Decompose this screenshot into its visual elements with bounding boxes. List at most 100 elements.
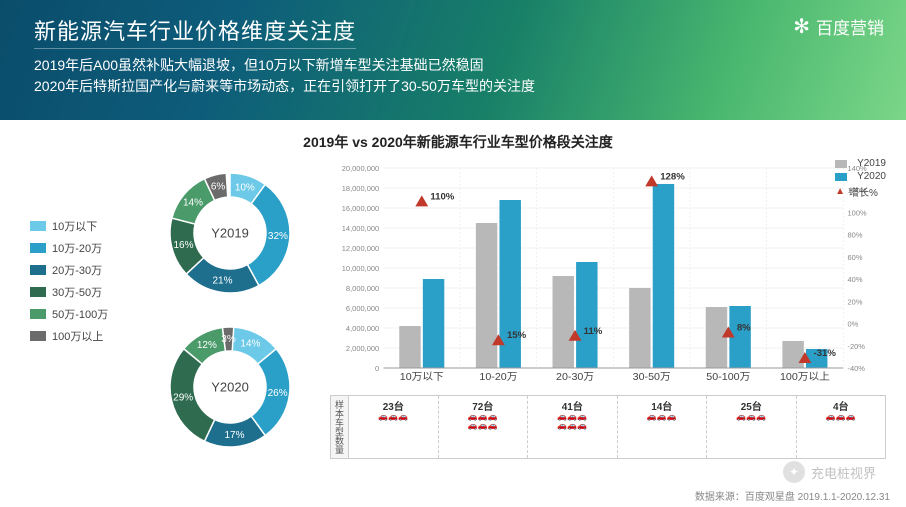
legend-item: 20万-30万 — [30, 262, 130, 278]
sample-cell: 23台🚗🚗🚗 — [349, 396, 439, 458]
price-legend: 10万以下 10万-20万 20万-30万 30万-50万 50万-100万 100万以上 — [30, 158, 130, 468]
sample-cell: 4台🚗🚗🚗 — [797, 396, 886, 458]
svg-text:16%: 16% — [174, 240, 194, 251]
legend-label: 20万-30万 — [52, 262, 102, 278]
svg-text:4,000,000: 4,000,000 — [346, 324, 379, 333]
content: 2019年 vs 2020年新能源车行业车型价格段关注度 10万以下 10万-20… — [0, 120, 906, 468]
sample-count: 14台 — [618, 398, 707, 413]
legend-label: 10万以下 — [52, 218, 97, 234]
main-row: 10万以下 10万-20万 20万-30万 30万-50万 50万-100万 100万以上… — [30, 158, 886, 468]
header-sub2: 2020年后特斯拉国产化与蔚来等市场动态，正在引领打开了30-50万车型的关注度 — [34, 76, 882, 97]
svg-text:3%: 3% — [221, 334, 236, 345]
svg-text:6%: 6% — [211, 182, 226, 193]
svg-text:26%: 26% — [268, 388, 288, 399]
sample-count: 41台 — [528, 398, 617, 413]
svg-text:-20%: -20% — [848, 342, 866, 351]
svg-text:32%: 32% — [268, 231, 288, 242]
baidu-logo-icon: ✻ — [793, 14, 810, 39]
svg-text:11%: 11% — [584, 326, 603, 336]
legend-label: 100万以上 — [52, 328, 103, 344]
donut-chart: 10% 32% 21% 16% 14% 6% Y2019 — [155, 158, 305, 308]
svg-text:50-100万: 50-100万 — [706, 372, 750, 383]
svg-text:30-50万: 30-50万 — [633, 372, 671, 383]
legend-color-box — [30, 287, 46, 297]
svg-text:29%: 29% — [173, 392, 193, 403]
sample-count: 4台 — [797, 398, 886, 413]
legend-y2020: Y2020 — [857, 171, 886, 182]
legend-growth-icon: ▲ — [835, 186, 845, 197]
chart-title: 2019年 vs 2020年新能源车行业车型价格段关注度 — [30, 132, 886, 152]
svg-text:2,000,000: 2,000,000 — [346, 344, 379, 353]
svg-text:14%: 14% — [183, 197, 203, 208]
donut-chart: 14%26%17%29%12%3%Y2020 — [155, 312, 305, 462]
svg-text:15%: 15% — [507, 330, 527, 340]
car-icon-group: 🚗🚗🚗 — [797, 413, 886, 422]
sample-count: 72台 — [439, 398, 528, 413]
car-icon-group: 🚗🚗🚗 — [618, 413, 707, 422]
sample-cell: 14台🚗🚗🚗 — [618, 396, 708, 458]
header: 新能源汽车行业价格维度关注度 2019年后A00虽然补贴大幅退坡，但10万以下新… — [0, 0, 906, 120]
legend-color-box — [30, 243, 46, 253]
svg-text:0%: 0% — [848, 320, 859, 329]
legend-label: 10万-20万 — [52, 240, 102, 256]
svg-text:16,000,000: 16,000,000 — [342, 204, 379, 213]
legend-color-box — [30, 309, 46, 319]
legend-color-box — [30, 331, 46, 341]
legend-item: 10万以下 — [30, 218, 130, 234]
car-icon-group: 🚗🚗🚗🚗🚗🚗 — [439, 413, 528, 431]
donut-center-label: Y2020 — [211, 380, 249, 395]
svg-text:40%: 40% — [848, 275, 864, 284]
legend-color-box — [30, 221, 46, 231]
car-icon-group: 🚗🚗🚗 — [707, 413, 796, 422]
donut-column: 10%32%21%16%14%6%Y201914%26%17%29%12%3%Y… — [140, 158, 320, 468]
wechat-icon: ✦ — [783, 461, 805, 483]
svg-text:18,000,000: 18,000,000 — [342, 184, 379, 193]
legend-label: 50万-100万 — [52, 306, 108, 322]
legend-color-box — [30, 265, 46, 275]
sample-count: 23台 — [349, 398, 438, 413]
svg-text:100%: 100% — [848, 209, 868, 218]
svg-text:20,000,000: 20,000,000 — [342, 164, 379, 173]
sample-cell: 41台🚗🚗🚗🚗🚗🚗 — [528, 396, 618, 458]
svg-text:12,000,000: 12,000,000 — [342, 244, 379, 253]
svg-text:128%: 128% — [660, 172, 685, 182]
legend-item: 50万-100万 — [30, 306, 130, 322]
svg-text:8,000,000: 8,000,000 — [346, 284, 379, 293]
legend-item: 30万-50万 — [30, 284, 130, 300]
logo-text: 百度营销 — [816, 14, 884, 39]
svg-text:20-30万: 20-30万 — [556, 372, 594, 383]
donut-center-label: Y2019 — [211, 226, 249, 241]
svg-text:10万以下: 10万以下 — [400, 371, 444, 383]
car-icon-group: 🚗🚗🚗 — [349, 413, 438, 422]
svg-text:10,000,000: 10,000,000 — [342, 264, 379, 273]
footer-source: 数据来源：百度观星盘 2019.1.1-2020.12.31 — [695, 488, 890, 503]
legend-box-y2019 — [835, 160, 847, 168]
bar-chart-area: Y2019 Y2020 ▲增长% 02,000,0004,000,0006,00… — [330, 158, 886, 468]
legend-growth: 增长% — [849, 184, 878, 199]
svg-text:80%: 80% — [848, 231, 864, 240]
legend-item: 10万-20万 — [30, 240, 130, 256]
svg-text:10%: 10% — [235, 182, 255, 193]
page-root: 新能源汽车行业价格维度关注度 2019年后A00虽然补贴大幅退坡，但10万以下新… — [0, 0, 906, 507]
legend-label: 30万-50万 — [52, 284, 102, 300]
sample-count: 25台 — [707, 398, 796, 413]
logo: ✻ 百度营销 — [793, 14, 884, 39]
watermark-text: 充电桩视界 — [811, 463, 876, 482]
svg-text:10-20万: 10-20万 — [479, 372, 517, 383]
svg-text:6,000,000: 6,000,000 — [346, 304, 379, 313]
sample-row-label: 样本车型数量 — [331, 396, 349, 458]
header-sub1: 2019年后A00虽然补贴大幅退坡，但10万以下新增车型关注基础已然稳固 — [34, 55, 882, 76]
legend-box-y2020 — [835, 173, 847, 181]
svg-text:-31%: -31% — [813, 348, 836, 358]
svg-text:21%: 21% — [212, 275, 232, 286]
legend-item: 100万以上 — [30, 328, 130, 344]
header-title: 新能源汽车行业价格维度关注度 — [34, 14, 356, 49]
bar-legend: Y2019 Y2020 ▲增长% — [835, 158, 886, 201]
sample-cell: 72台🚗🚗🚗🚗🚗🚗 — [439, 396, 529, 458]
svg-text:14%: 14% — [240, 339, 260, 350]
svg-text:12%: 12% — [197, 340, 217, 351]
svg-text:20%: 20% — [848, 298, 864, 307]
car-icon-group: 🚗🚗🚗🚗🚗🚗 — [528, 413, 617, 431]
svg-text:100万以上: 100万以上 — [780, 371, 830, 383]
svg-text:0: 0 — [375, 364, 379, 373]
